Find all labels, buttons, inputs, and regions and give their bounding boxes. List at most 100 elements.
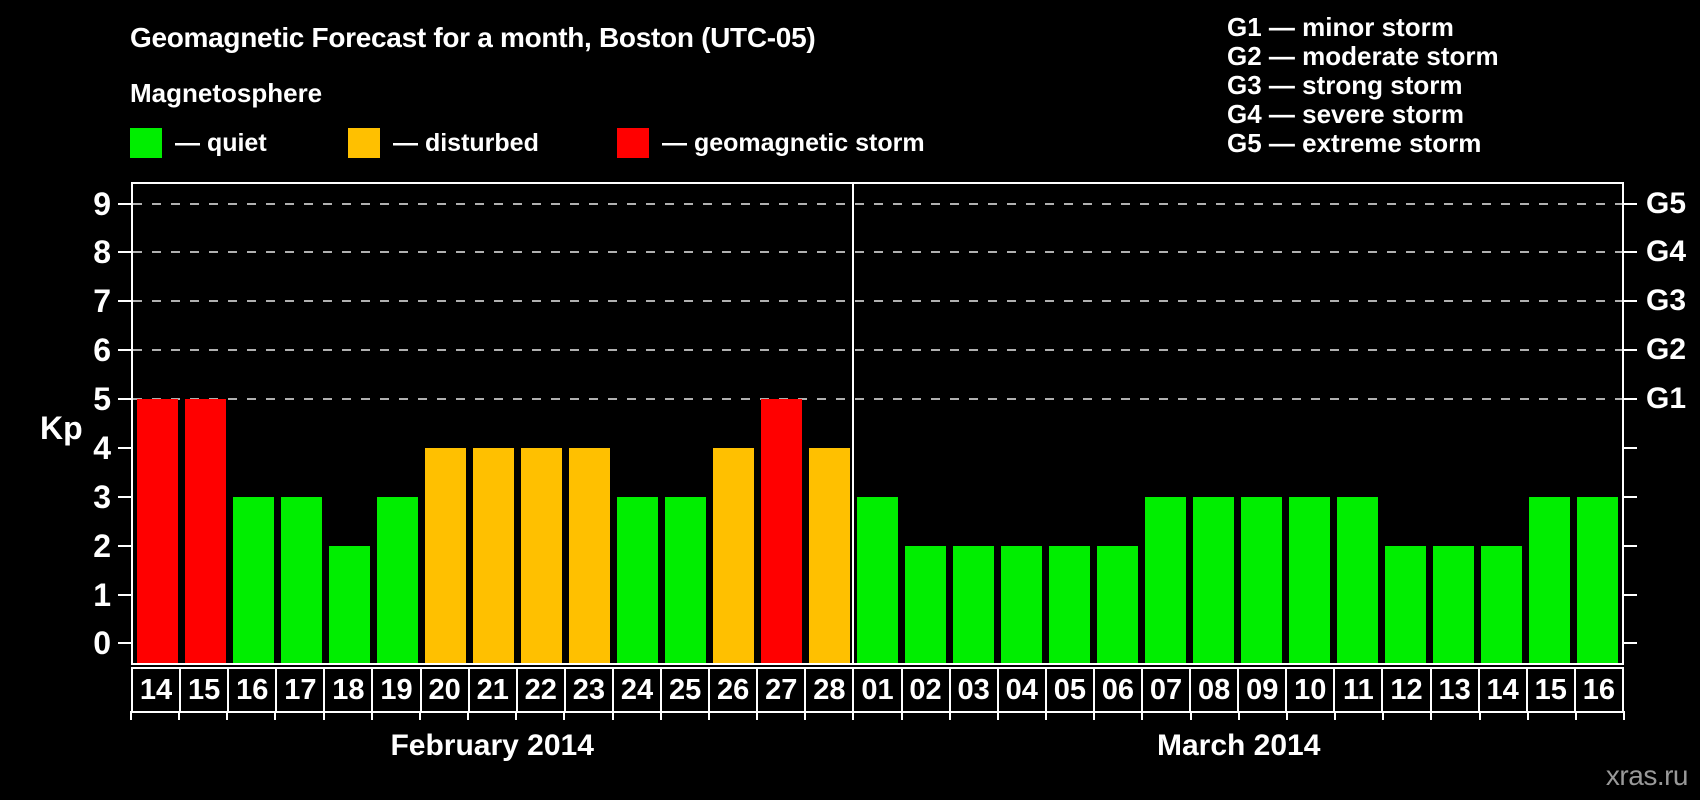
kp-bar-day-05 (1049, 545, 1091, 663)
g-scale-tick-label-G3: G3 (1646, 284, 1687, 318)
right-axis-tick (1624, 495, 1637, 498)
g-scale-legend-line: G1 — minor storm (1227, 12, 1454, 42)
day-label-03: 03 (948, 667, 999, 713)
day-boundary-tick (1526, 711, 1529, 720)
kp-bar-day-14 (136, 399, 178, 663)
day-label-12: 12 (1381, 667, 1432, 713)
kp-tick-label-0: 0 (93, 625, 111, 662)
left-axis-tick (118, 398, 131, 401)
right-axis-tick (1624, 642, 1637, 645)
right-axis-tick (1624, 398, 1637, 401)
day-label-28: 28 (804, 667, 855, 713)
kp-bar-day-28 (808, 447, 850, 663)
day-boundary-tick (659, 711, 662, 720)
legend-item-disturbed: — disturbed (348, 128, 539, 158)
day-boundary-tick (274, 711, 277, 720)
watermark: xras.ru (1605, 760, 1689, 791)
day-boundary-tick (322, 711, 325, 720)
day-boundary-tick (852, 711, 855, 720)
day-boundary-tick (707, 711, 710, 720)
day-axis: 14 15 16 17 18 19 20 21 22 23 24 25 26 27 28 01 02 03 04 05… (131, 667, 1624, 713)
right-axis-tick (1624, 202, 1637, 205)
kp-bar-day-22 (520, 447, 562, 663)
right-axis-tick (1624, 251, 1637, 254)
gridline-kp-5 (133, 398, 1622, 401)
kp-bar-day-25 (664, 496, 706, 663)
kp-tick-label-1: 1 (93, 576, 111, 613)
day-boundary-tick (418, 711, 421, 720)
day-label-04: 04 (996, 667, 1047, 713)
kp-bar-day-15 (1529, 496, 1571, 663)
g-scale-tick-label-G1: G1 (1646, 382, 1687, 416)
g-scale-tick-label-G5: G5 (1646, 186, 1687, 220)
kp-bar-day-21 (472, 447, 514, 663)
kp-bar-day-06 (1097, 545, 1139, 663)
chart-title: Geomagnetic Forecast for a month, Boston… (130, 22, 816, 53)
month-separator-line (852, 184, 855, 663)
y-axis-title: Kp (40, 410, 83, 446)
day-label-01: 01 (852, 667, 903, 713)
day-boundary-tick (178, 711, 181, 720)
left-axis-tick (118, 349, 131, 352)
day-label-15: 15 (179, 667, 230, 713)
kp-bar-day-16 (1577, 496, 1619, 663)
g-scale-tick-label-G2: G2 (1646, 333, 1687, 367)
kp-bar-day-15 (184, 399, 226, 663)
left-axis-tick (118, 202, 131, 205)
kp-bar-day-04 (1001, 545, 1043, 663)
left-axis-tick (118, 544, 131, 547)
plot-area (131, 182, 1624, 665)
kp-bar-day-20 (424, 447, 466, 663)
left-axis-tick (118, 300, 131, 303)
day-label-05: 05 (1044, 667, 1095, 713)
day-boundary-tick (467, 711, 470, 720)
gridline-kp-8 (133, 251, 1622, 254)
kp-bar-day-18 (328, 545, 370, 663)
legend-item-quiet: — quiet (130, 128, 267, 158)
day-label-22: 22 (515, 667, 566, 713)
magnetosphere-label: Magnetosphere (130, 78, 323, 108)
right-axis-tick (1624, 349, 1637, 352)
disturbed-color-swatch (348, 128, 380, 158)
kp-bar-day-17 (280, 496, 322, 663)
day-boundary-tick (1045, 711, 1048, 720)
quiet-color-swatch (130, 128, 162, 158)
kp-bar-day-14 (1481, 545, 1523, 663)
day-boundary-tick (226, 711, 229, 720)
day-boundary-tick (804, 711, 807, 720)
day-boundary-tick (1237, 711, 1240, 720)
kp-bar-day-02 (905, 545, 947, 663)
magnetosphere-legend: — quiet — disturbed — geomagnetic storm (130, 128, 1030, 162)
day-label-27: 27 (756, 667, 807, 713)
gridline-kp-6 (133, 349, 1622, 352)
gridline-kp-9 (133, 202, 1622, 205)
kp-bar-day-24 (616, 496, 658, 663)
day-boundary-tick (1334, 711, 1337, 720)
day-boundary-tick (1478, 711, 1481, 720)
left-axis-tick (118, 251, 131, 254)
day-label-19: 19 (371, 667, 422, 713)
day-boundary-tick (1574, 711, 1577, 720)
day-label-14: 14 (1477, 667, 1528, 713)
day-label-07: 07 (1140, 667, 1192, 713)
day-boundary-tick (370, 711, 373, 720)
kp-tick-label-9: 9 (93, 185, 111, 222)
day-label-20: 20 (419, 667, 470, 713)
kp-bar-day-23 (568, 447, 610, 663)
day-label-02: 02 (900, 667, 951, 713)
day-label-15: 15 (1525, 667, 1576, 713)
day-boundary-tick (515, 711, 518, 720)
gridline-kp-7 (133, 300, 1622, 303)
day-label-10: 10 (1285, 667, 1336, 713)
day-boundary-tick (1382, 711, 1385, 720)
kp-bar-day-07 (1145, 496, 1187, 663)
g-scale-legend: G1 — minor storm G2 — moderate storm G3 — … (1227, 13, 1499, 158)
day-boundary-tick (1430, 711, 1433, 720)
right-axis-tick (1624, 593, 1637, 596)
day-boundary-tick (1189, 711, 1192, 720)
day-label-18: 18 (323, 667, 374, 713)
day-label-14: 14 (131, 667, 182, 713)
kp-bar-day-10 (1289, 496, 1331, 663)
legend-label: — quiet (175, 128, 267, 157)
